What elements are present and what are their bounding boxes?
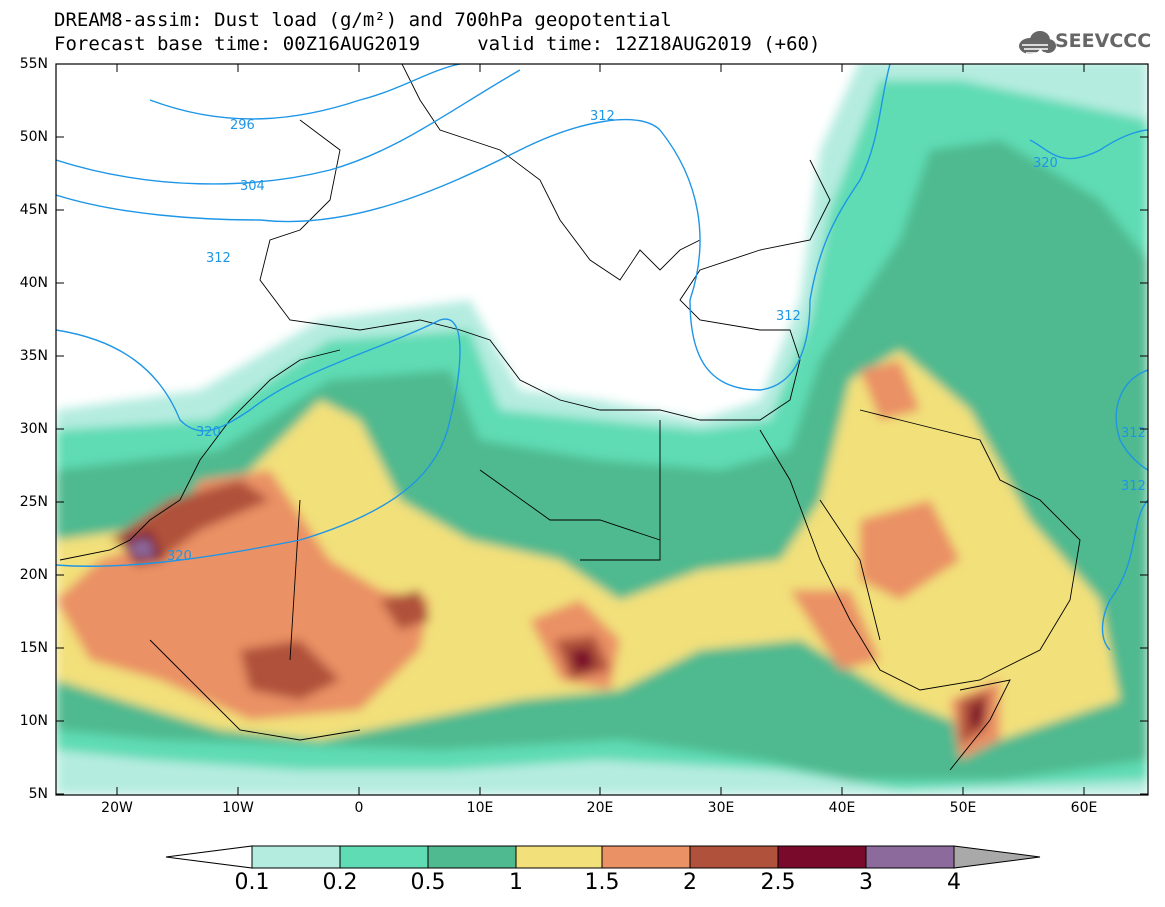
colorbar-label: 2.5 xyxy=(760,870,796,895)
contour-label-312d: 312 xyxy=(1121,426,1146,441)
lat-label: 35N xyxy=(19,348,48,364)
lat-label: 30N xyxy=(19,421,48,437)
lat-label: 25N xyxy=(19,494,48,510)
lon-label: 10W xyxy=(222,800,254,816)
lon-label: 60E xyxy=(1070,800,1098,816)
contour-label-296: 296 xyxy=(230,118,255,133)
contour-label-312e: 312 xyxy=(1121,479,1146,494)
lat-label: 40N xyxy=(19,275,48,291)
axis-ticks xyxy=(56,63,1148,795)
contour-labels: 296 304 312 312 320 320 312 320 312 312 xyxy=(167,109,1146,564)
lon-label: 20E xyxy=(586,800,614,816)
lat-label: 5N xyxy=(28,786,48,802)
lat-label: 10N xyxy=(19,713,48,729)
lon-label: 40E xyxy=(828,800,856,816)
contour-label-312c: 312 xyxy=(776,309,801,324)
map-title: DREAM8-assim: Dust load (g/m²) and 700hP… xyxy=(54,9,672,31)
contour-label-304: 304 xyxy=(240,179,265,194)
colorbar-label: 2 xyxy=(683,870,697,895)
dust-field xyxy=(56,64,1148,795)
contour-label-312b: 312 xyxy=(590,109,615,124)
lon-label: 30E xyxy=(707,800,735,816)
colorbar-label: 0.1 xyxy=(234,870,270,895)
cloud-icon xyxy=(1019,31,1056,54)
lat-label: 20N xyxy=(19,567,48,583)
lon-label: 10E xyxy=(466,800,494,816)
contour-label-320: 320 xyxy=(196,425,221,440)
logo-text: SEEVCCC xyxy=(1055,30,1152,52)
colorbar-label: 3 xyxy=(859,870,873,895)
contour-label-312: 312 xyxy=(206,251,231,266)
lat-label: 50N xyxy=(19,129,48,145)
colorbar-label: 0.2 xyxy=(322,870,358,895)
lon-label: 50E xyxy=(949,800,977,816)
colorbar-label: 0.5 xyxy=(410,870,446,895)
colorbar-label: 4 xyxy=(947,870,961,895)
lat-label: 45N xyxy=(19,202,48,218)
map-subtitle: Forecast base time: 00Z16AUG2019 valid t… xyxy=(54,33,821,55)
geopotential-contours xyxy=(56,64,1148,651)
lat-label: 55N xyxy=(19,56,48,72)
lat-label: 15N xyxy=(19,640,48,656)
coastlines xyxy=(59,64,1081,771)
colorbar-label: 1.5 xyxy=(584,870,620,895)
contour-label-320c: 320 xyxy=(1033,156,1058,171)
colorbar-label: 1 xyxy=(509,870,523,895)
lon-label: 0 xyxy=(354,800,364,816)
lon-label: 20W xyxy=(101,800,133,816)
colorbar xyxy=(165,845,1041,869)
contour-label-320b: 320 xyxy=(167,549,192,564)
